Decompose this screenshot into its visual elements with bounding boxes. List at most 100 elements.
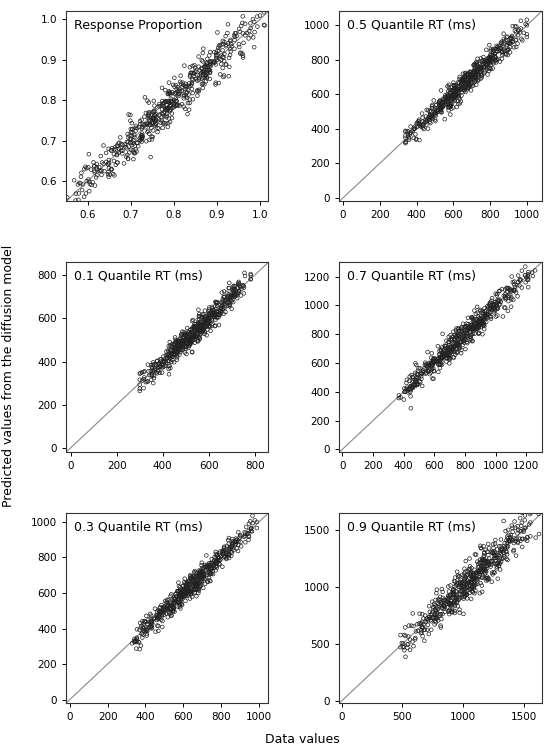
Point (488, 292, 497, 304)
Point (469, 80, 477, 92)
Point (247, 523, 256, 535)
Point (240, 267, 249, 279)
Point (95, 165, 104, 177)
Point (140, 111, 149, 123)
Point (182, 338, 191, 350)
Point (236, 47, 245, 59)
Point (136, 639, 145, 651)
Point (200, 572, 208, 584)
Point (470, 60, 479, 72)
Point (148, 112, 157, 124)
Point (507, 32, 515, 44)
Point (502, 534, 511, 546)
Point (199, 571, 207, 583)
Point (478, 572, 487, 584)
Point (476, 577, 485, 589)
Point (469, 574, 477, 586)
Point (466, 319, 475, 331)
Point (204, 320, 213, 332)
Point (182, 340, 190, 352)
Point (503, 548, 512, 560)
Point (499, 41, 508, 53)
Point (228, 535, 237, 547)
Point (464, 82, 472, 94)
Point (510, 515, 519, 527)
Point (494, 294, 503, 306)
Point (449, 584, 458, 596)
Point (482, 63, 491, 75)
Point (447, 334, 455, 346)
Point (146, 151, 155, 163)
Point (195, 318, 204, 330)
Point (201, 319, 210, 331)
Point (197, 311, 206, 323)
Point (489, 52, 498, 64)
Point (470, 569, 478, 581)
Point (475, 62, 484, 74)
Point (435, 99, 444, 111)
Point (446, 590, 455, 602)
Point (222, 296, 231, 308)
Point (212, 54, 221, 66)
Point (160, 353, 168, 365)
Point (470, 58, 479, 70)
Point (431, 608, 440, 620)
Point (477, 317, 486, 329)
Point (497, 542, 506, 554)
Point (139, 131, 147, 143)
Point (190, 582, 199, 594)
Point (168, 351, 177, 363)
Point (163, 344, 172, 356)
Point (454, 329, 463, 341)
Point (506, 38, 515, 50)
Point (190, 331, 199, 343)
Point (173, 99, 182, 111)
Point (201, 60, 210, 72)
Point (431, 603, 439, 615)
Point (194, 61, 203, 73)
Point (432, 611, 441, 623)
Point (211, 553, 220, 565)
Point (482, 56, 491, 68)
Point (490, 51, 499, 63)
Point (212, 297, 221, 309)
Point (215, 559, 224, 571)
Point (170, 343, 179, 355)
Point (480, 58, 488, 70)
Point (175, 601, 184, 613)
Point (467, 578, 476, 590)
Point (189, 334, 197, 346)
Point (129, 146, 138, 158)
Point (174, 584, 183, 596)
Point (138, 366, 146, 378)
Point (406, 381, 415, 393)
Point (510, 275, 519, 287)
Point (199, 308, 208, 320)
Point (207, 567, 216, 579)
Point (206, 562, 215, 575)
Point (163, 600, 172, 612)
Point (130, 635, 139, 647)
Point (474, 571, 483, 583)
Point (468, 329, 476, 341)
Point (196, 565, 205, 577)
Point (488, 555, 497, 567)
Point (454, 323, 463, 335)
Point (429, 356, 438, 368)
Point (438, 102, 447, 114)
Point (482, 311, 491, 323)
Point (188, 334, 197, 346)
Point (447, 93, 455, 105)
Point (201, 70, 210, 82)
Point (203, 57, 212, 69)
Point (407, 383, 416, 395)
Point (225, 544, 234, 556)
Point (232, 535, 240, 547)
Point (455, 570, 464, 582)
Point (148, 359, 157, 371)
Point (178, 336, 186, 348)
Point (223, 296, 232, 308)
Point (227, 289, 235, 301)
Point (439, 593, 448, 605)
Point (214, 309, 223, 321)
